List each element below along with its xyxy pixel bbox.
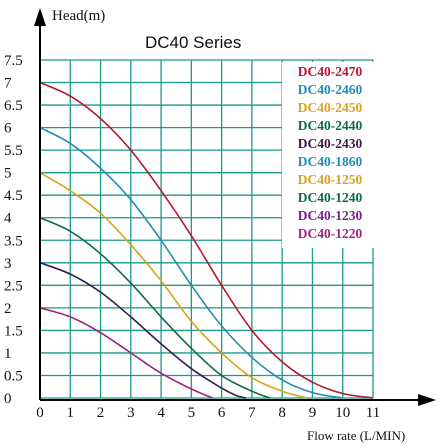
y-tick-label: 3 [4,256,12,272]
legend-background [282,62,378,248]
y-tick-label: 5.5 [4,143,23,159]
x-tick-label: 1 [67,405,75,421]
y-axis-label: Head(m) [52,8,105,24]
curve-dc40-2440 [39,216,271,399]
x-tick-label: 11 [366,405,380,421]
x-tick-label: 8 [278,405,286,421]
y-tick-label: 7 [4,76,12,92]
x-tick-label: 0 [36,405,44,421]
y-tick-label: 0.5 [4,368,23,384]
x-tick-label: 7 [248,405,256,421]
legend: DC40-2470 DC40-2460 DC40-2450 DC40-2440 DC40… [282,62,378,248]
chart-title: DC40 Series [145,33,241,52]
legend-item: DC40-2450 [298,100,363,115]
y-tick-label: 2.5 [4,278,23,294]
y-tick-label: 6 [4,121,12,137]
legend-item: DC40-1240 [298,190,363,205]
curve-dc40-2450 [39,172,307,399]
curve-dc40-1220 [39,307,213,399]
x-tick-label: 5 [188,405,196,421]
x-axis-label: Flow rate (L/MIN) [307,428,405,443]
x-tick-label: 10 [335,405,350,421]
y-tick-label: 1 [4,346,12,362]
legend-item: DC40-1250 [298,172,363,187]
axes [34,8,436,406]
y-tick-label: 5 [4,166,12,182]
y-tick-label: 4 [4,211,12,227]
legend-item: DC40-2430 [298,136,363,151]
y-tick-label: 0 [4,391,12,407]
y-tick-label: 2 [4,301,12,317]
curve-dc40-2470 [39,81,374,399]
x-tick-label: 2 [97,405,105,421]
curve-dc40-2430 [39,262,247,399]
x-axis-arrow [418,394,436,406]
legend-item: DC40-2440 [298,118,363,133]
y-tick-label: 1.5 [4,323,23,339]
y-tick-label: 7.5 [4,53,23,69]
y-axis-arrow [34,8,46,26]
legend-item: DC40-2470 [298,64,363,79]
curves [39,81,374,399]
x-tick-label: 4 [157,405,165,421]
legend-item: DC40-1220 [298,226,363,241]
legend-item: DC40-2460 [298,82,363,97]
y-tick-label: 6.5 [4,98,23,114]
legend-item: DC40-1230 [298,208,363,223]
x-tick-label: 9 [309,405,317,421]
ticks: 0 1 2 3 4 5 6 7 8 9 10 11 0 0.5 1 1.5 2 2.5 3 3.5 4 4.5 5 5.5 6 6… [4,53,380,421]
y-tick-label: 4.5 [4,188,23,204]
y-tick-label: 3.5 [4,233,23,249]
x-tick-label: 6 [218,405,226,421]
x-tick-label: 3 [127,405,135,421]
legend-item: DC40-1860 [298,154,363,169]
curve-dc40-2460 [39,126,343,399]
